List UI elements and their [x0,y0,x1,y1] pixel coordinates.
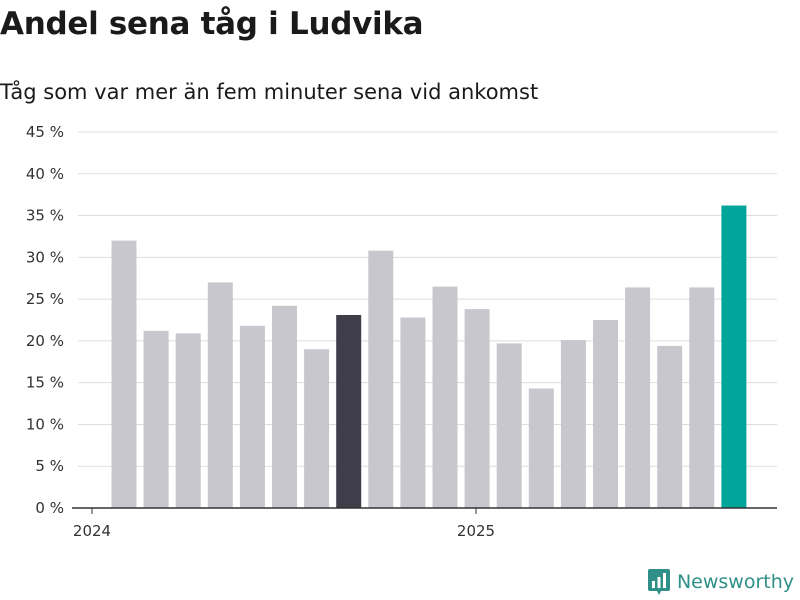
chart-title: Andel sena tåg i Ludvika [0,6,424,42]
bars [111,205,747,509]
bar-2024-04 [207,282,233,508]
bar-2025-07 [689,287,715,508]
bar-2024-12 [464,309,490,508]
bar-2024-08 [336,314,362,508]
y-tick-label: 10 % [26,415,64,433]
bar-2024-07 [304,349,330,508]
bar-2024-10 [400,317,426,508]
x-axis-ticks: 2024 2025 [73,508,495,540]
x-tick-label: 2025 [457,522,495,540]
y-tick-label: 5 % [35,457,64,475]
bar-2025-05 [625,287,651,508]
y-tick-label: 20 % [26,332,64,350]
bar-2025-03 [560,340,586,508]
y-tick-label: 35 % [26,207,64,225]
newsworthy-logo-icon [647,569,670,595]
y-tick-label: 15 % [26,374,64,392]
bar-2024-09 [368,250,394,508]
y-tick-label: 45 % [26,123,64,141]
y-tick-label: 25 % [26,290,64,308]
bar-2024-05 [239,325,265,508]
gridlines [78,131,777,467]
bar-2024-01 [111,240,137,508]
bar-2024-06 [272,305,297,508]
bar-2025-08 [721,205,747,509]
y-tick-label: 30 % [26,248,64,266]
bar-2025-04 [593,320,618,508]
x-tick-label: 2024 [73,522,111,540]
y-axis-labels: 0 % 5 % 10 % 15 % 20 % 25 % 30 % 35 % 40 % 45 % [26,123,64,517]
y-tick-label: 0 % [35,499,64,517]
bar-2024-03 [175,333,201,508]
bar-2025-06 [657,345,683,508]
brand-name: Newsworthy [676,571,794,593]
y-tick-label: 40 % [26,165,64,183]
bar-2024-02 [143,330,169,508]
bar-2024-11 [432,286,458,508]
chart-subtitle: Tåg som var mer än fem minuter sena vid … [0,80,539,104]
brand-logo: Newsworthy [647,568,794,596]
bar-2025-02 [528,388,554,508]
bar-2025-01 [496,343,522,508]
